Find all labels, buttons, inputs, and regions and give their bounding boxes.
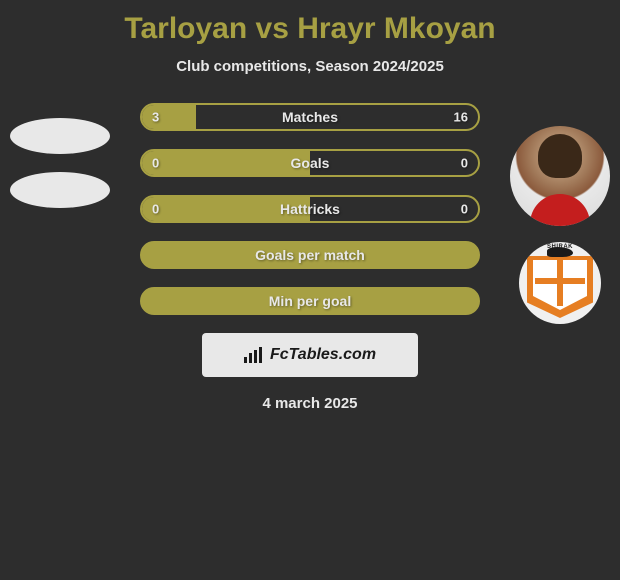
watermark-badge: FcTables.com (202, 333, 418, 377)
stats-bars: 3 Matches 16 0 Goals 0 0 Hattricks 0 Goa… (140, 103, 480, 315)
stat-label: Min per goal (269, 293, 351, 309)
bar-chart-icon (244, 347, 264, 363)
stat-fill (142, 105, 196, 129)
stat-right-value: 0 (461, 202, 468, 217)
stat-fill (142, 151, 310, 175)
stat-label: Hattricks (280, 201, 340, 217)
stat-left-value: 0 (152, 202, 159, 217)
left-club-logo-placeholder (10, 172, 110, 208)
comparison-card: Tarloyan vs Hrayr Mkoyan Club competitio… (0, 0, 620, 580)
date-text: 4 march 2025 (0, 395, 620, 412)
stat-row-hattricks: 0 Hattricks 0 (140, 195, 480, 223)
right-player-column: SHIRAK (510, 126, 610, 324)
stat-right-value: 16 (454, 110, 468, 125)
stat-row-min-per-goal: Min per goal (140, 287, 480, 315)
stat-row-matches: 3 Matches 16 (140, 103, 480, 131)
left-player-column (10, 118, 110, 226)
stat-label: Matches (282, 109, 338, 125)
page-title: Tarloyan vs Hrayr Mkoyan (0, 12, 620, 46)
stat-row-goals-per-match: Goals per match (140, 241, 480, 269)
stat-right-value: 0 (461, 156, 468, 171)
stat-row-goals: 0 Goals 0 (140, 149, 480, 177)
stat-left-value: 3 (152, 110, 159, 125)
watermark-text: FcTables.com (270, 346, 376, 364)
right-club-logo: SHIRAK (519, 242, 601, 324)
stat-left-value: 0 (152, 156, 159, 171)
stat-label: Goals (291, 155, 330, 171)
club-logo-text: SHIRAK (519, 244, 601, 250)
stat-label: Goals per match (255, 247, 365, 263)
club-logo-cross-h (535, 278, 585, 284)
left-player-photo-placeholder (10, 118, 110, 154)
right-player-photo (510, 126, 610, 226)
subtitle: Club competitions, Season 2024/2025 (0, 58, 620, 75)
